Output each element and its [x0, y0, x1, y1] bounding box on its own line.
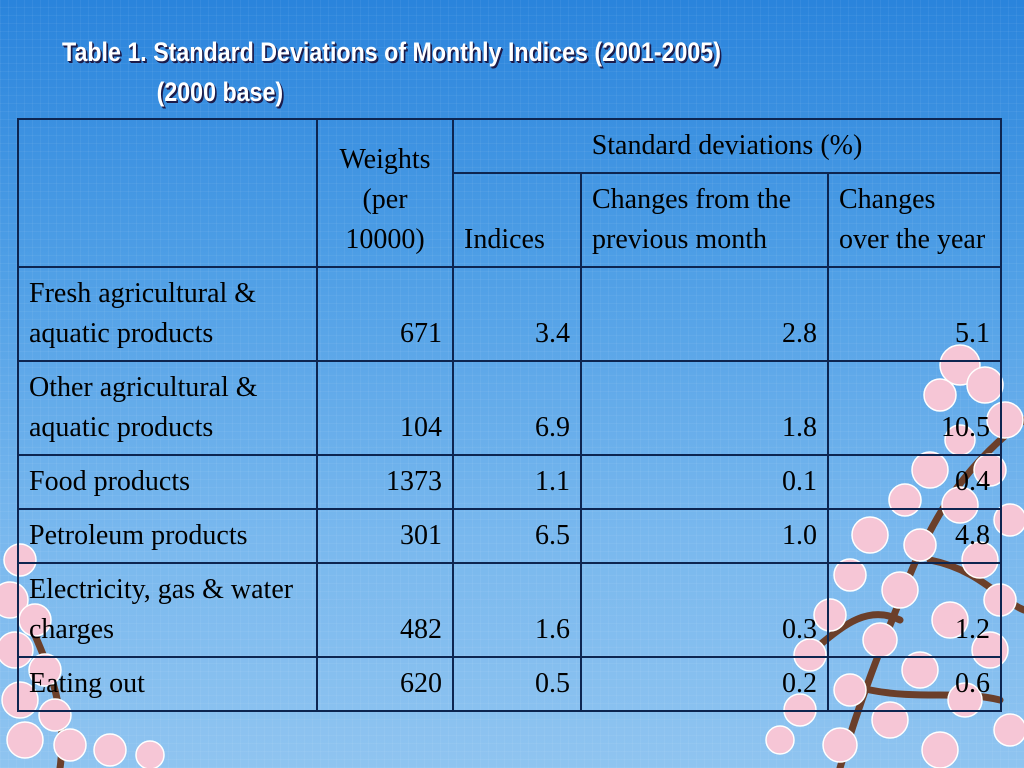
row-label: Fresh agricultural & aquatic products: [17, 266, 318, 362]
header-yoy: Changes over the year: [827, 172, 1002, 268]
cell-weight: 482: [316, 562, 454, 658]
std-dev-table: Weights (per 10000) Standard deviations …: [17, 118, 1002, 712]
cell-mom: 2.8: [580, 266, 829, 362]
cell-yoy: 5.1: [827, 266, 1002, 362]
header-std-dev-group: Standard deviations (%): [452, 118, 1002, 174]
row-label: Food products: [17, 454, 318, 510]
header-row-1: Weights (per 10000) Standard deviations …: [17, 118, 1002, 268]
table-row: Food products 1373 1.1 0.1 0.4: [17, 454, 1002, 510]
table-row: Other agricultural & aquatic products 10…: [17, 360, 1002, 456]
cell-yoy: 10.5: [827, 360, 1002, 456]
header-weights: Weights (per 10000): [316, 118, 454, 268]
table-row: Electricity, gas & water charges 482 1.6…: [17, 562, 1002, 658]
header-indices: Indices: [452, 172, 582, 268]
cell-yoy: 0.4: [827, 454, 1002, 510]
cell-mom: 0.2: [580, 656, 829, 712]
table-row: Petroleum products 301 6.5 1.0 4.8: [17, 508, 1002, 564]
cell-indices: 0.5: [452, 656, 582, 712]
row-label: Other agricultural & aquatic products: [17, 360, 318, 456]
title-line-2: (2000 base): [156, 77, 284, 107]
title-line-1: Table 1. Standard Deviations of Monthly …: [62, 37, 721, 67]
cell-indices: 6.9: [452, 360, 582, 456]
cell-weight: 620: [316, 656, 454, 712]
header-blank-cell: [17, 118, 318, 268]
cell-indices: 6.5: [452, 508, 582, 564]
row-label: Petroleum products: [17, 508, 318, 564]
row-label: Eating out: [17, 656, 318, 712]
cell-weight: 104: [316, 360, 454, 456]
row-label: Electricity, gas & water charges: [17, 562, 318, 658]
cell-indices: 1.6: [452, 562, 582, 658]
cell-weight: 1373: [316, 454, 454, 510]
table-row: Fresh agricultural & aquatic products 67…: [17, 266, 1002, 362]
cell-mom: 0.1: [580, 454, 829, 510]
slide-title: Table 1. Standard Deviations of Monthly …: [62, 32, 721, 112]
cell-weight: 301: [316, 508, 454, 564]
cell-mom: 1.8: [580, 360, 829, 456]
cell-yoy: 1.2: [827, 562, 1002, 658]
cell-indices: 3.4: [452, 266, 582, 362]
header-mom: Changes from the previous month: [580, 172, 829, 268]
cell-indices: 1.1: [452, 454, 582, 510]
cell-yoy: 4.8: [827, 508, 1002, 564]
table-row: Eating out 620 0.5 0.2 0.6: [17, 656, 1002, 712]
cell-yoy: 0.6: [827, 656, 1002, 712]
cell-weight: 671: [316, 266, 454, 362]
header-row-2: Indices Changes from the previous month …: [18, 172, 1002, 268]
cell-mom: 1.0: [580, 508, 829, 564]
cell-mom: 0.3: [580, 562, 829, 658]
